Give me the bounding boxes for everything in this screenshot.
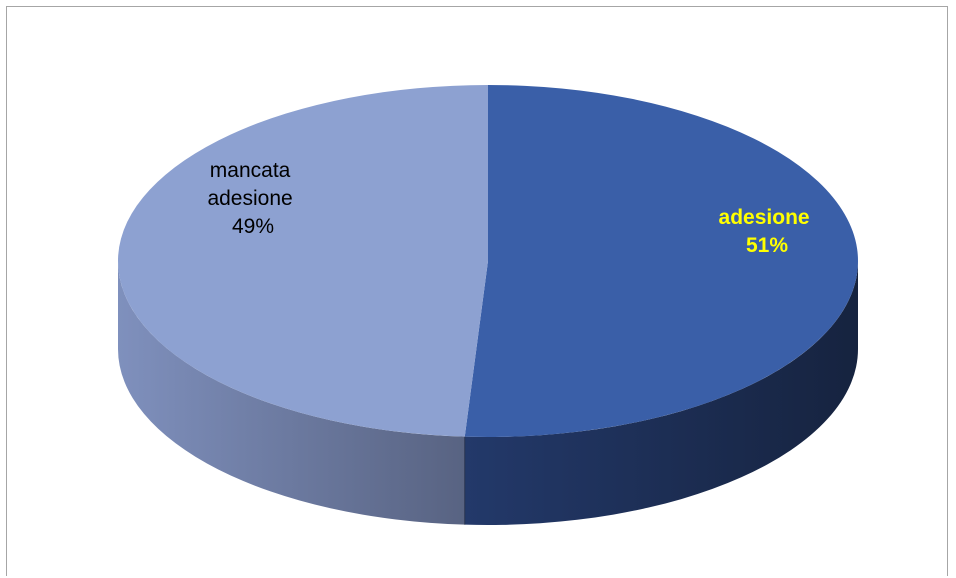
label-adesione-line-2: 51% [746, 234, 788, 257]
pie-slice-mancata [118, 85, 488, 437]
pie-chart: adesione 51% mancata adesione 49% [118, 85, 859, 525]
label-mancata-line-3: 49% [232, 215, 274, 238]
pie-slice-adesione [464, 85, 859, 437]
label-mancata-line-1: mancata [210, 159, 291, 182]
slice-label-mancata: mancata adesione 49% [207, 159, 298, 238]
slice-label-adesione: adesione 51% [719, 206, 816, 257]
pie-side-adesione [464, 261, 858, 525]
pie-side-mancata [118, 261, 465, 525]
label-mancata-line-2: adesione [207, 187, 292, 210]
chart-area: adesione 51% mancata adesione 49% [6, 6, 948, 576]
label-adesione-line-1: adesione [719, 206, 810, 229]
